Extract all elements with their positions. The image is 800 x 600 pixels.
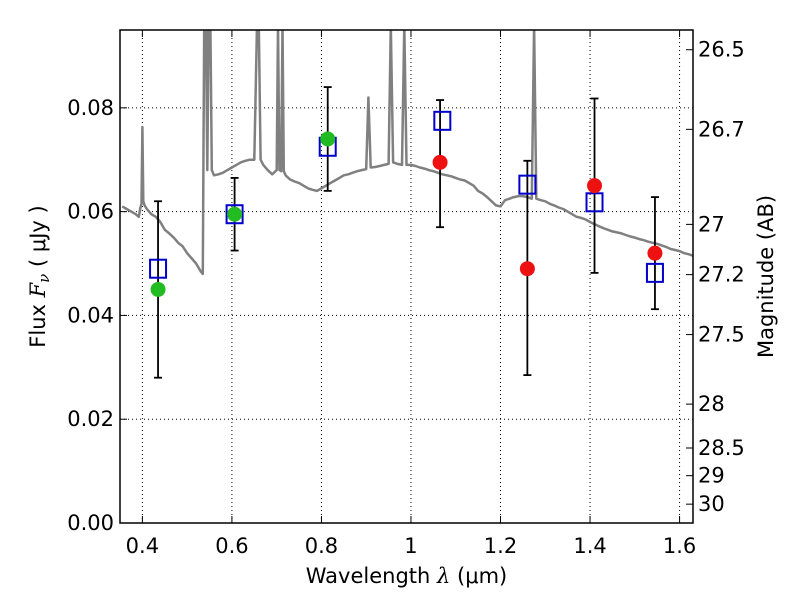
y2-tick-label: 26.5 [698, 38, 745, 62]
plot-frame [119, 29, 694, 524]
y2-tick-label: 28.5 [698, 436, 745, 460]
model-photometry-square [225, 204, 244, 225]
y2-tick-label: 29 [698, 464, 725, 488]
y-tick-label: 0.08 [67, 96, 114, 120]
model-spectrum-line [121, 30, 693, 276]
model-photometry-square [585, 192, 604, 213]
y2-tick-label: 28 [698, 392, 725, 416]
y2-tick-label: 27.2 [698, 263, 745, 287]
y2-tick-label: 30 [698, 492, 725, 516]
x-tick-label: 0.8 [305, 534, 338, 558]
y2-tick-label: 27 [698, 212, 725, 236]
model-photometry-square [645, 262, 664, 283]
observed-point-green [320, 131, 336, 147]
y-tick-label: 0.02 [67, 407, 114, 431]
y-tick-label: 0.00 [67, 511, 114, 535]
x-tick-label: 0.6 [215, 534, 248, 558]
observed-point-red [519, 261, 535, 277]
y-tick-label: 0.06 [67, 200, 114, 224]
y2-tick-label: 26.7 [698, 117, 745, 141]
y-axis-title: Flux Fν ( μJy ) [26, 205, 53, 347]
observed-point-green [150, 281, 166, 297]
observed-point-red [587, 178, 603, 194]
x-tick-label: 1.6 [663, 534, 696, 558]
y2-tick-label: 27.5 [698, 323, 745, 347]
x-tick-label: 1.4 [573, 534, 606, 558]
x-tick-label: 1.2 [484, 534, 517, 558]
x-tick-label: 0.4 [126, 534, 159, 558]
observed-point-red [432, 154, 448, 170]
y2-axis-title: Magnitude (AB) [754, 195, 778, 358]
model-photometry-square [149, 258, 168, 279]
x-tick-label: 1 [404, 534, 417, 558]
model-photometry-square [518, 174, 537, 195]
observed-point-green [227, 206, 243, 222]
y-tick-label: 0.04 [67, 303, 114, 327]
plot-area [121, 30, 693, 379]
model-photometry-square [433, 110, 452, 131]
x-axis-title: Wavelength λ (μm) [306, 564, 507, 588]
observed-point-red [647, 245, 663, 261]
